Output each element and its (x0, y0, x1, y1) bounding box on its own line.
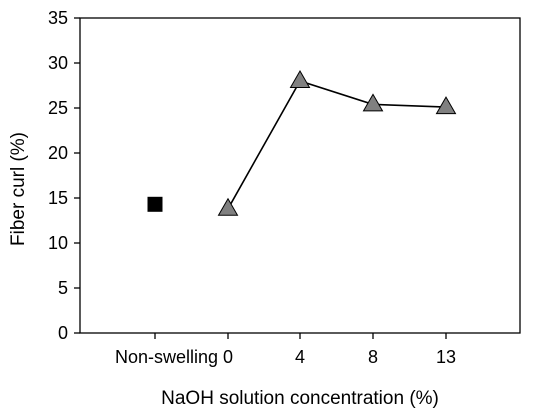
y-tick-label: 35 (48, 8, 68, 28)
y-tick-label: 0 (58, 323, 68, 343)
plot-frame (79, 17, 521, 334)
x-tick-label: 13 (436, 347, 456, 367)
x-tick-label: Non-swelling (115, 347, 218, 367)
y-tick-label: 15 (48, 188, 68, 208)
x-tick-label: 0 (223, 347, 233, 367)
y-axis-title: Fiber curl (%) (8, 132, 29, 246)
x-tick-label: 4 (295, 347, 305, 367)
data-point-triangle (362, 93, 384, 112)
y-tick-label: 25 (48, 98, 68, 118)
y-tick-label: 30 (48, 53, 68, 73)
y-tick-label: 5 (58, 278, 68, 298)
x-tick-label: 8 (368, 347, 378, 367)
y-tick-label: 10 (48, 233, 68, 253)
series-markers (147, 69, 457, 216)
x-axis-title: NaOH solution concentration (%) (161, 388, 439, 409)
series-line (227, 80, 447, 210)
data-point-triangle (289, 69, 311, 88)
series-lines (227, 80, 447, 210)
data-point-triangle (435, 96, 457, 115)
data-point-triangle (217, 197, 239, 216)
y-tick-label: 20 (48, 143, 68, 163)
data-point-square (147, 196, 163, 212)
